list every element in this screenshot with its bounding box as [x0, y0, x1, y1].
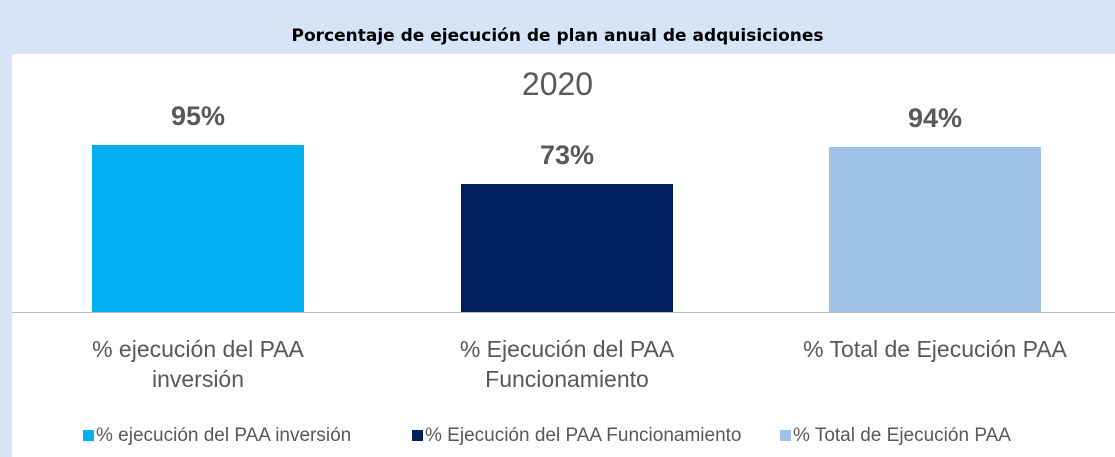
legend-label: % Ejecución del PAA Funcionamiento: [425, 425, 742, 446]
bar: [92, 144, 304, 312]
legend-swatch: [412, 430, 423, 441]
chart-subtitle: 2020: [521, 66, 594, 102]
bar: [829, 146, 1041, 312]
data-label: 73%: [539, 139, 595, 170]
x-tick-label: % ejecución del PAA inversión: [92, 336, 304, 392]
bar: [461, 183, 673, 312]
data-label: 94%: [907, 102, 963, 133]
x-tick-label: % Total de Ejecución PAA: [803, 336, 1067, 362]
x-tick-label: % Ejecución del PAA Funcionamiento: [459, 336, 675, 392]
legend-label: % Total de Ejecución PAA: [793, 425, 1011, 446]
legend-label: % ejecución del PAA inversión: [96, 425, 352, 446]
baseline: [12, 312, 1115, 313]
legend-swatch: [780, 430, 791, 441]
data-label: 95%: [170, 100, 226, 131]
legend-swatch: [83, 430, 94, 441]
chart-title: Porcentaje de ejecución de plan anual de…: [291, 26, 824, 46]
